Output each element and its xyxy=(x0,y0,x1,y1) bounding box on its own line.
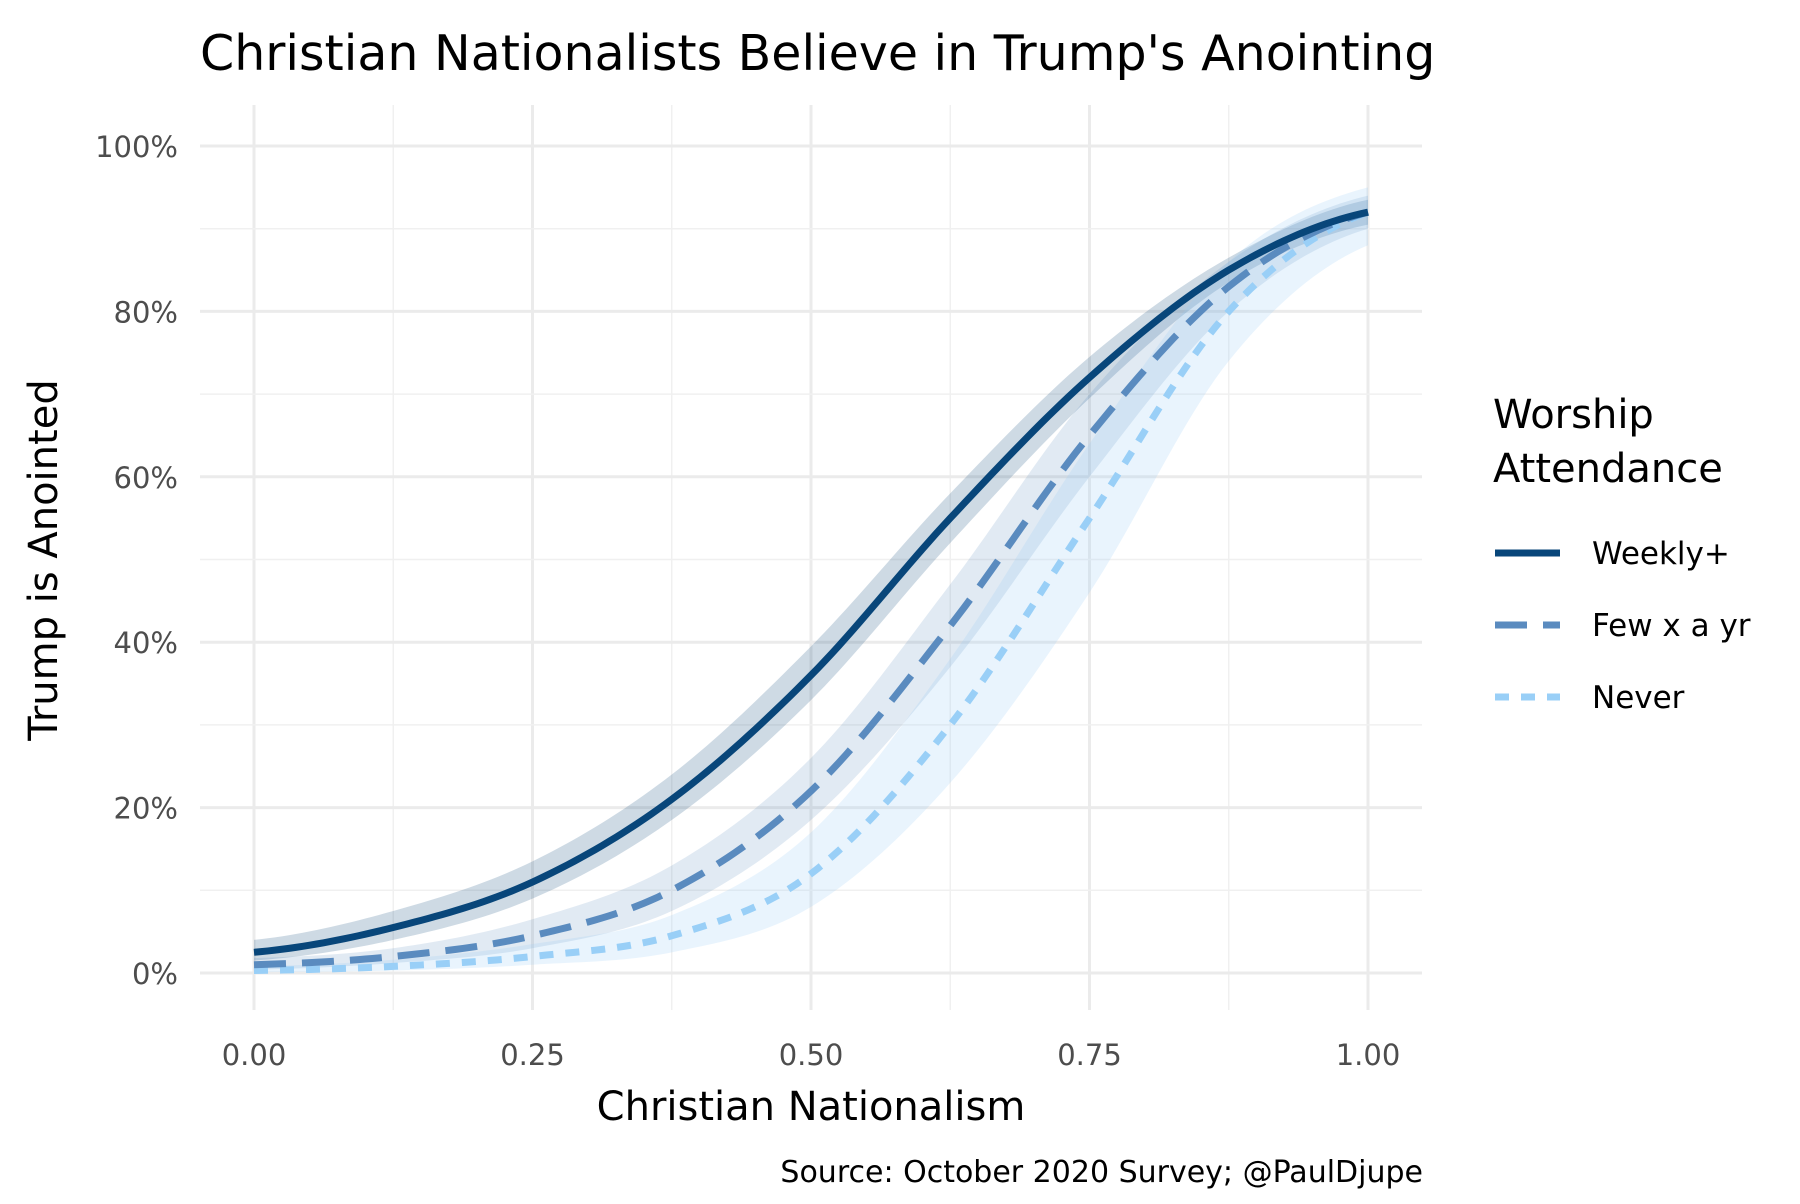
y-tick-label: 80% xyxy=(114,295,178,329)
grid xyxy=(200,105,1422,1010)
legend-title-line2: Attendance xyxy=(1493,446,1723,492)
line-weekly xyxy=(253,208,1369,956)
series-lines xyxy=(253,208,1370,975)
chart-title: Christian Nationalists Believe in Trump'… xyxy=(200,25,1435,82)
x-tick-label: 0.50 xyxy=(779,1038,844,1072)
y-tick-label: 20% xyxy=(114,792,178,826)
ribbon-never xyxy=(254,187,1368,973)
x-tick-label: 0.00 xyxy=(222,1038,287,1072)
line-few-x-a-yr xyxy=(253,208,1369,969)
y-axis-label: Trump is Anointed xyxy=(21,379,67,741)
confidence-ribbons xyxy=(254,187,1368,973)
legend-label-few-x-a-yr: Few x a yr xyxy=(1592,608,1751,644)
legend: Worship Attendance Weekly+ Few x a yr Neve… xyxy=(1493,392,1751,716)
caption: Source: October 2020 Survey; @PaulDjupe xyxy=(780,1155,1423,1190)
y-tick-label: 100% xyxy=(95,130,178,164)
y-tick-label: 40% xyxy=(114,626,178,660)
ribbon-weekly xyxy=(254,199,1368,961)
x-tick-label: 1.00 xyxy=(1336,1038,1401,1072)
ribbon-few-x-a-yr xyxy=(254,195,1368,970)
legend-label-never: Never xyxy=(1592,680,1685,716)
y-axis-ticks: 0% 20% 40% 60% 80% 100% xyxy=(95,130,178,991)
x-axis-label: Christian Nationalism xyxy=(597,1084,1026,1130)
legend-label-weekly: Weekly+ xyxy=(1592,536,1730,572)
legend-title-line1: Worship xyxy=(1493,392,1654,438)
line-never xyxy=(253,208,1370,975)
y-tick-label: 0% xyxy=(132,957,178,991)
x-axis-ticks: 0.00 0.25 0.50 0.75 1.00 xyxy=(222,1038,1401,1072)
x-tick-label: 0.25 xyxy=(500,1038,565,1072)
y-tick-label: 60% xyxy=(114,461,178,495)
x-tick-label: 0.75 xyxy=(1057,1038,1122,1072)
